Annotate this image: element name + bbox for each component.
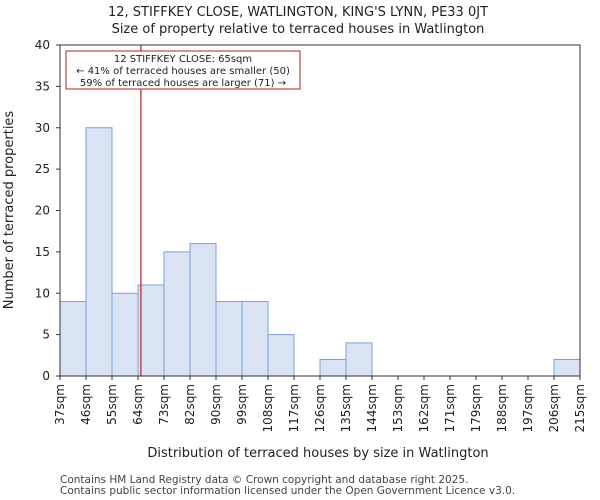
x-tick-label: 206sqm xyxy=(547,384,561,432)
x-tick-label: 73sqm xyxy=(157,384,171,425)
bar-82sqm xyxy=(189,243,217,377)
x-tick-label: 37sqm xyxy=(53,384,67,425)
bar-64sqm xyxy=(137,284,165,377)
x-tick-label: 126sqm xyxy=(313,384,327,432)
annotation-line-3: 59% of terraced houses are larger (71) → xyxy=(80,78,286,89)
bar-46sqm xyxy=(85,127,113,377)
x-tick-label: 55sqm xyxy=(105,384,119,425)
y-tick-label: 30 xyxy=(35,121,50,135)
y-tick-label: 5 xyxy=(42,328,50,342)
x-tick-label: 153sqm xyxy=(391,384,405,432)
x-tick-label: 144sqm xyxy=(365,384,379,432)
x-tick-label: 117sqm xyxy=(287,384,301,432)
x-axis-label: Distribution of terraced houses by size … xyxy=(147,446,488,461)
chart-subtitle: Size of property relative to terraced ho… xyxy=(112,22,485,37)
annotation-line-2: ← 41% of terraced houses are smaller (50… xyxy=(76,66,290,77)
bar-37sqm xyxy=(59,301,87,377)
bar-206sqm xyxy=(553,358,581,377)
chart-title: 12, STIFFKEY CLOSE, WATLINGTON, KING'S L… xyxy=(108,5,488,20)
bars-group xyxy=(59,127,581,377)
y-tick-label: 15 xyxy=(35,245,50,259)
x-axis-ticks: 37sqm 46sqm 55sqm 64sqm 73sqm 82sqm 90sqm 99sqm… xyxy=(53,376,587,432)
x-tick-label: 64sqm xyxy=(131,384,145,425)
bar-99sqm xyxy=(241,301,269,377)
x-tick-label: 82sqm xyxy=(183,384,197,425)
annotation-line-1: 12 STIFFKEY CLOSE: 65sqm xyxy=(114,54,252,65)
footer-line-1: Contains HM Land Registry data © Crown c… xyxy=(60,474,468,486)
bar-135sqm xyxy=(345,342,373,377)
bar-90sqm xyxy=(215,301,243,377)
x-tick-label: 215sqm xyxy=(573,384,587,432)
x-tick-label: 46sqm xyxy=(79,384,93,425)
x-tick-label: 162sqm xyxy=(417,384,431,432)
x-tick-label: 90sqm xyxy=(209,384,223,425)
bar-126sqm xyxy=(319,358,347,377)
y-tick-label: 10 xyxy=(35,286,50,300)
y-tick-label: 0 xyxy=(42,369,50,383)
y-axis-label: Number of terraced properties xyxy=(2,111,17,310)
annotation-border xyxy=(65,50,301,90)
x-tick-label: 135sqm xyxy=(339,384,353,432)
bar-55sqm xyxy=(111,292,139,377)
bar-73sqm xyxy=(163,251,191,377)
bar-108sqm xyxy=(267,334,295,377)
y-tick-label: 25 xyxy=(35,162,50,176)
x-tick-label: 99sqm xyxy=(235,384,249,425)
x-tick-label: 188sqm xyxy=(495,384,509,432)
x-tick-label: 108sqm xyxy=(261,384,275,432)
y-tick-label: 20 xyxy=(35,204,50,218)
plot-frame xyxy=(59,44,581,377)
y-tick-label: 35 xyxy=(35,79,50,93)
footer-line-2: Contains public sector information licen… xyxy=(60,485,515,497)
annotation-box: 12 STIFFKEY CLOSE: 65sqm ← 41% of terrac… xyxy=(65,50,301,90)
x-tick-label: 179sqm xyxy=(469,384,483,432)
y-tick-label: 40 xyxy=(35,38,50,52)
x-tick-label: 197sqm xyxy=(521,384,535,432)
x-tick-label: 171sqm xyxy=(443,384,457,432)
y-axis-ticks: 0 5 10 15 20 25 30 35 40 xyxy=(35,38,60,383)
